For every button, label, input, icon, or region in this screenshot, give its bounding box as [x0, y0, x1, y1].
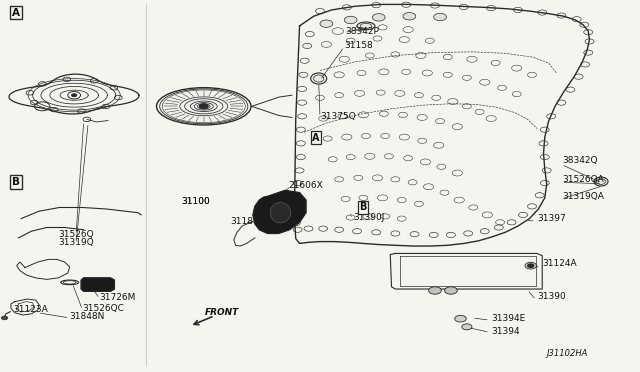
Circle shape	[72, 94, 77, 97]
Circle shape	[429, 287, 442, 294]
Text: 31397: 31397	[537, 214, 566, 223]
Ellipse shape	[311, 73, 326, 84]
Text: 31726M: 31726M	[100, 293, 136, 302]
Ellipse shape	[357, 22, 375, 30]
Text: 38342P: 38342P	[346, 27, 380, 36]
Text: 31319QA: 31319QA	[563, 192, 605, 201]
Circle shape	[455, 315, 467, 322]
Text: 31848N: 31848N	[70, 312, 105, 321]
Circle shape	[68, 92, 81, 99]
Circle shape	[525, 262, 536, 269]
Text: 31100: 31100	[181, 197, 210, 206]
Text: 31526QA: 31526QA	[563, 174, 604, 183]
Text: 31123A: 31123A	[13, 305, 48, 314]
Text: 31158: 31158	[344, 41, 373, 50]
Ellipse shape	[157, 88, 251, 125]
Circle shape	[372, 14, 385, 21]
Text: 31375Q: 31375Q	[320, 112, 356, 121]
Text: B: B	[12, 177, 20, 187]
Text: B: B	[360, 202, 367, 212]
Ellipse shape	[270, 202, 291, 223]
Circle shape	[527, 264, 534, 267]
Circle shape	[199, 104, 208, 109]
Text: 31526QC: 31526QC	[83, 304, 124, 313]
Text: 31394E: 31394E	[491, 314, 525, 323]
Text: 31526Q: 31526Q	[58, 230, 94, 239]
Circle shape	[445, 287, 458, 294]
Circle shape	[320, 20, 333, 28]
Text: FRONT: FRONT	[205, 308, 239, 317]
Text: 21606X: 21606X	[288, 181, 323, 190]
Text: 38342Q: 38342Q	[563, 156, 598, 165]
Text: J31102HA: J31102HA	[547, 349, 588, 359]
Text: 31394: 31394	[491, 327, 520, 336]
Text: A: A	[12, 7, 20, 17]
Text: 31100: 31100	[181, 197, 210, 206]
Text: 31390J: 31390J	[353, 213, 385, 222]
Circle shape	[1, 316, 8, 320]
Text: A: A	[312, 133, 320, 143]
Text: 31390: 31390	[537, 292, 566, 301]
Text: 31124A: 31124A	[542, 259, 577, 268]
Circle shape	[462, 324, 472, 330]
Circle shape	[344, 16, 357, 24]
Polygon shape	[253, 190, 306, 234]
Text: 31188A: 31188A	[230, 217, 266, 226]
Circle shape	[434, 13, 447, 21]
Polygon shape	[81, 278, 115, 291]
Text: 31319Q: 31319Q	[58, 238, 94, 247]
Circle shape	[403, 13, 416, 20]
Ellipse shape	[594, 177, 608, 186]
